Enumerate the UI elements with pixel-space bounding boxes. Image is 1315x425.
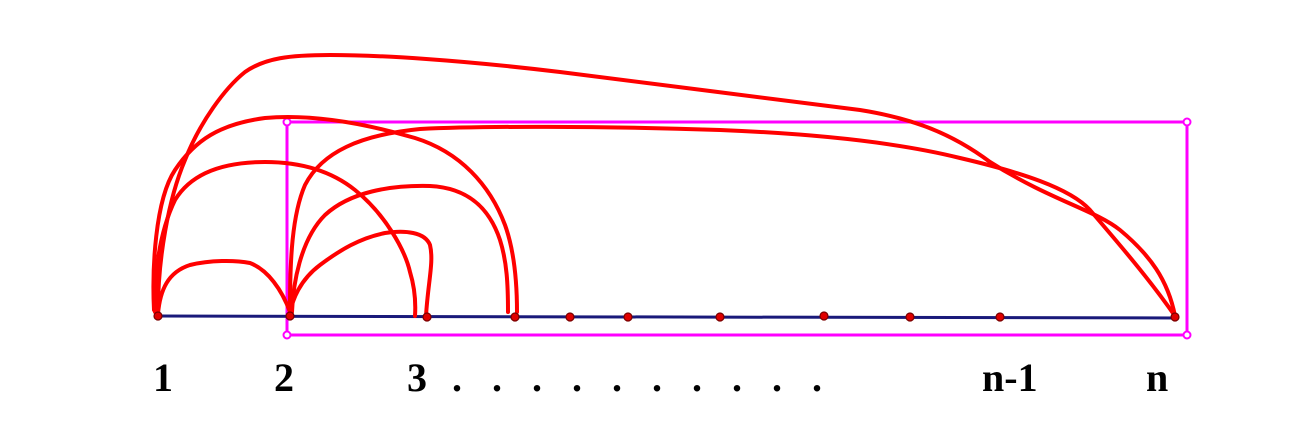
arc-2-4 bbox=[290, 183, 510, 314]
frame-corner-top-left bbox=[282, 117, 292, 127]
frame-corner-bottom-left bbox=[282, 330, 292, 340]
arc-1-n bbox=[156, 53, 1177, 318]
node-9 bbox=[905, 312, 915, 322]
frame-corner-top-right bbox=[1182, 117, 1192, 127]
arc-2-n bbox=[288, 124, 1177, 318]
node-n bbox=[1170, 312, 1180, 322]
ellipsis-dots: . . . . . . . . . . bbox=[452, 355, 822, 400]
node-3 bbox=[422, 312, 432, 322]
node-1 bbox=[153, 311, 163, 321]
arc-1-2 bbox=[156, 258, 292, 316]
highlight-frame bbox=[285, 120, 1189, 337]
label-node-3: 3 bbox=[407, 355, 427, 400]
node-n-minus-1 bbox=[995, 312, 1005, 322]
label-node-1: 1 bbox=[153, 355, 173, 400]
label-node-2: 2 bbox=[274, 355, 294, 400]
node-5 bbox=[565, 312, 575, 322]
arc-2-3 bbox=[288, 229, 434, 318]
arc-1-3 bbox=[152, 160, 418, 318]
node-4 bbox=[510, 312, 520, 322]
label-node-n: n bbox=[1146, 355, 1169, 400]
node-2 bbox=[285, 311, 295, 321]
label-node-n-minus-1: n-1 bbox=[982, 355, 1038, 400]
node-6 bbox=[623, 312, 633, 322]
frame-corner-bottom-right bbox=[1182, 330, 1192, 340]
arc-1-4 bbox=[151, 114, 519, 314]
node-axis-line bbox=[156, 314, 1178, 320]
node-8 bbox=[819, 311, 829, 321]
node-7 bbox=[715, 312, 725, 322]
